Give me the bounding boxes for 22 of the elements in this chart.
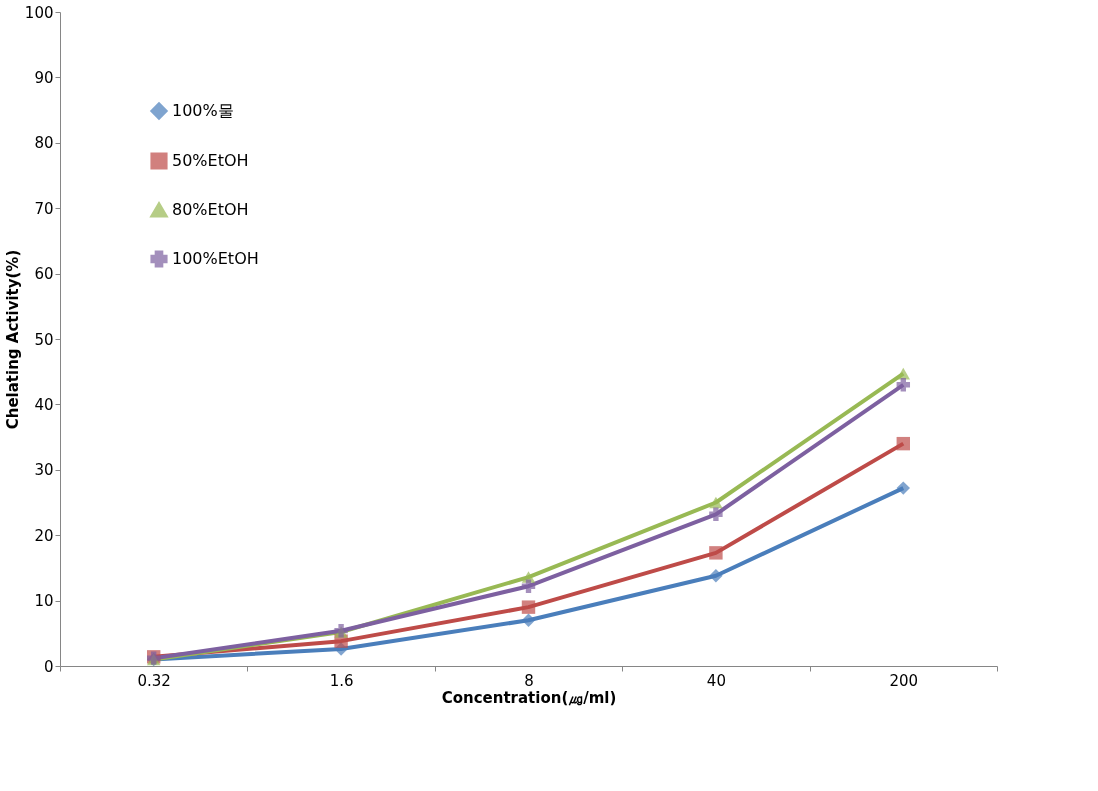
y-tick-label: 40: [34, 395, 54, 414]
y-tick-label: 20: [34, 526, 54, 545]
y-tick-label: 0: [43, 657, 54, 676]
y-tick-label: 10: [34, 592, 54, 611]
x-tick-label: 40: [706, 671, 726, 690]
x-tick-label: 1.6: [329, 671, 354, 690]
legend-label: 80%EtOH: [172, 200, 249, 219]
x-tick-label: 200: [889, 671, 919, 690]
x-tick-label: 8: [524, 671, 534, 690]
y-tick-label: 50: [34, 330, 54, 349]
legend-label: 100%물: [172, 101, 234, 120]
y-tick-label: 80: [34, 134, 54, 153]
x-tick-label: 0.32: [137, 671, 171, 690]
legend-label: 100%EtOH: [172, 249, 259, 268]
y-axis-title: Chelating Activity(%): [3, 249, 22, 430]
y-tick-label: 30: [34, 461, 54, 480]
y-tick-label: 100: [24, 3, 54, 22]
x-axis-title: Concentration(㎍/ml): [441, 688, 617, 707]
y-tick-label: 90: [34, 68, 54, 87]
y-tick-label: 60: [34, 265, 54, 284]
legend-label: 50%EtOH: [172, 151, 249, 170]
y-tick-label: 70: [34, 199, 54, 218]
